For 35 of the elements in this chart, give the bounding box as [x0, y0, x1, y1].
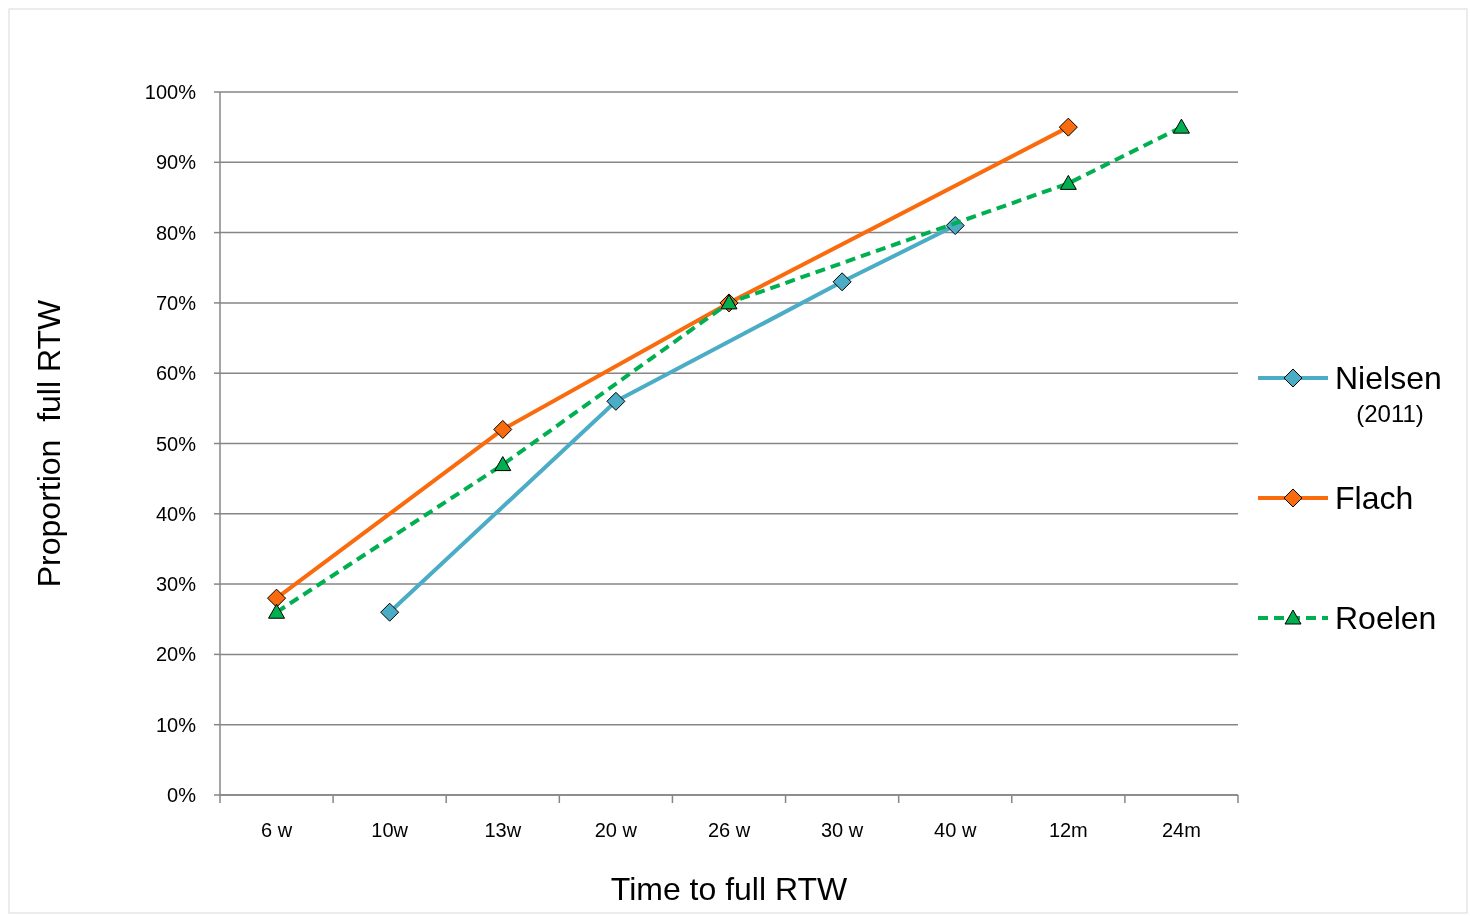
- point: [832, 272, 852, 292]
- x-tick-label: 40 w: [934, 819, 977, 841]
- point: [1059, 174, 1077, 190]
- legend-label: Roelen: [1335, 600, 1437, 637]
- point: [267, 588, 287, 608]
- point: [1172, 118, 1190, 134]
- point: [493, 419, 513, 439]
- point: [494, 456, 512, 472]
- y-axis-title: Proportion full RTW: [31, 298, 67, 588]
- legend-label: Nielsen (2011): [1335, 360, 1442, 428]
- legend-label: Flach: [1335, 480, 1414, 517]
- y-tick-label: 90%: [155, 151, 197, 174]
- x-tick-label: 6 w: [260, 819, 293, 841]
- point: [1058, 117, 1078, 137]
- x-tick-label: 20 w: [594, 819, 638, 841]
- point: [606, 391, 626, 411]
- x-tick-label: 10w: [371, 819, 409, 841]
- y-tick-label: 0%: [167, 784, 197, 806]
- x-axis-title: Time to full RTW: [610, 871, 849, 907]
- y-tick-label: 100%: [144, 81, 197, 103]
- x-tick-label: 30 w: [820, 819, 864, 841]
- point: [380, 602, 400, 622]
- y-tick-label: 70%: [155, 291, 197, 314]
- y-tick-label: 20%: [155, 643, 197, 666]
- y-tick-label: 50%: [155, 432, 197, 455]
- y-tick-label: 80%: [155, 221, 197, 244]
- y-tick-label: 40%: [155, 502, 197, 525]
- x-tick-label: 12m: [1048, 819, 1088, 841]
- x-tick-label: 26 w: [707, 819, 751, 841]
- x-tick-label: 24m: [1161, 819, 1201, 841]
- point: [268, 603, 286, 619]
- y-tick-label: 60%: [155, 362, 197, 385]
- y-tick-label: 30%: [155, 573, 197, 596]
- x-tick-label: 13w: [484, 819, 522, 841]
- y-tick-label: 10%: [155, 713, 197, 736]
